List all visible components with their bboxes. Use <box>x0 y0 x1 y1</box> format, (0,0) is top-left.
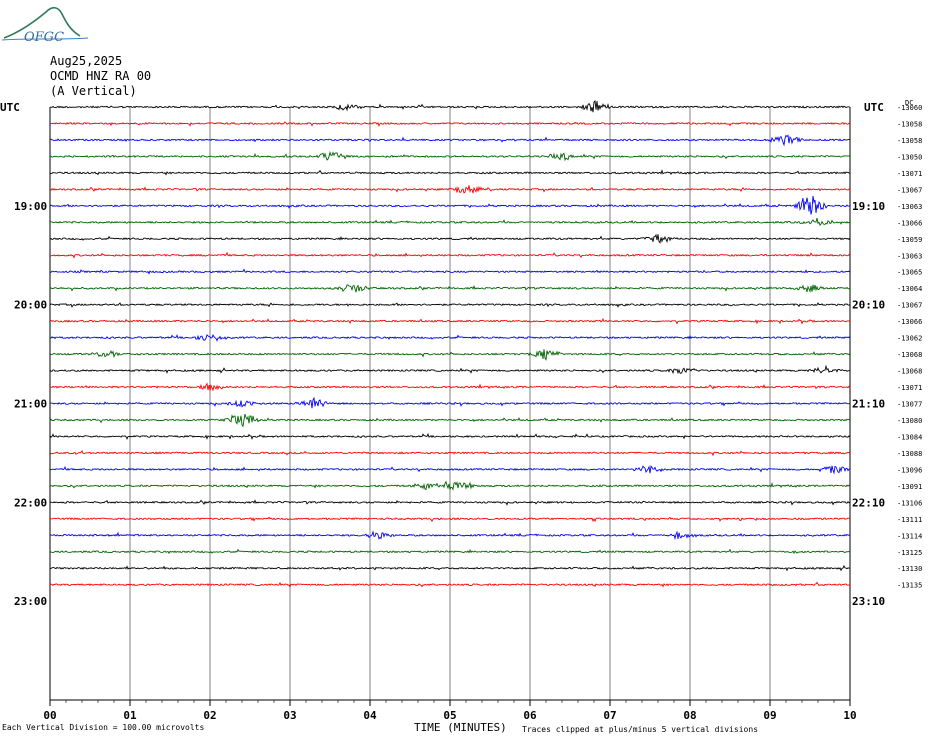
trace-offset-label: -13068 <box>897 368 922 376</box>
trace-offset-label: -13080 <box>897 417 922 425</box>
trace-line <box>49 480 851 491</box>
trace-line <box>50 100 851 113</box>
left-time-label: 20:00 <box>14 299 47 312</box>
trace-line <box>49 150 850 162</box>
trace-offset-label: -13071 <box>897 170 922 178</box>
trace-offset-label: -13063 <box>897 203 922 211</box>
trace-offset-label: -13068 <box>897 351 922 359</box>
x-axis-title: TIME (MINUTES) <box>414 721 507 734</box>
x-tick-label: 06 <box>523 709 537 722</box>
x-tick-label: 01 <box>123 709 137 722</box>
trace-line <box>49 465 851 475</box>
left-time-label: 19:00 <box>14 200 47 213</box>
trace-offset-label: -13111 <box>897 516 922 524</box>
right-utc-label: UTC <box>864 101 884 114</box>
ofgc-logo: OFGC <box>1 6 89 45</box>
trace-line <box>49 499 851 506</box>
trace-offset-label: -13130 <box>897 565 922 573</box>
logo-text: OFGC <box>24 30 64 45</box>
trace-line <box>49 251 851 259</box>
trace-line <box>49 284 851 293</box>
x-tick-label: 02 <box>203 709 216 722</box>
label-group: 00 01 02 03 04 05 06 07 08 09 10 -13060 -13058 -13058… <box>0 99 922 722</box>
corner-tag: DC <box>905 99 913 107</box>
trace-offset-label: -13059 <box>897 236 922 244</box>
trace-offset-label: -13058 <box>897 120 922 128</box>
trace-offset-label: -13050 <box>897 153 922 161</box>
trace-line <box>49 195 851 215</box>
x-tick-label: 03 <box>283 709 296 722</box>
trace-line <box>49 121 851 127</box>
left-time-label: 22:00 <box>14 496 47 509</box>
trace-line <box>49 581 851 588</box>
component-label: (A Vertical) <box>50 84 137 98</box>
trace-line <box>49 530 851 541</box>
trace-line <box>49 432 851 440</box>
trace-line <box>49 318 850 325</box>
left-utc-label: UTC <box>0 101 20 114</box>
trace-offset-label: -13125 <box>897 549 922 557</box>
trace-line <box>50 382 851 392</box>
trace-line <box>49 450 851 457</box>
trace-line <box>49 185 851 194</box>
x-tick-label: 04 <box>363 709 377 722</box>
trace-offset-label: -13077 <box>897 401 922 409</box>
trace-offset-label: -13067 <box>897 302 922 310</box>
trace-offset-label: -13062 <box>897 335 922 343</box>
trace-line <box>49 396 851 409</box>
trace-line <box>49 516 850 523</box>
right-time-label: 23:10 <box>852 595 885 608</box>
right-time-label: 20:10 <box>852 299 885 312</box>
trace-offset-label: -13065 <box>897 269 922 277</box>
right-time-label: 22:10 <box>852 496 885 509</box>
trace-line <box>49 548 851 555</box>
trace-line <box>49 413 850 428</box>
trace-offset-label: -13058 <box>897 137 922 145</box>
x-tick-label: 09 <box>763 709 776 722</box>
trace-offset-label: -13114 <box>897 532 922 540</box>
right-time-label: 21:10 <box>852 398 885 411</box>
trace-offset-label: -13067 <box>897 186 922 194</box>
trace-line <box>49 217 851 226</box>
trace-offset-label: -13135 <box>897 582 922 590</box>
trace-offset-label: -13096 <box>897 466 922 474</box>
trace-offset-label: -13064 <box>897 285 922 293</box>
x-tick-label: 05 <box>443 709 456 722</box>
trace-line <box>49 268 851 275</box>
scale-note: Each Vertical Division = 100.00 microvol… <box>2 723 205 732</box>
date-label: Aug25,2025 <box>50 54 123 68</box>
trace-offset-label: -13063 <box>897 252 922 260</box>
trace-offset-label: -13071 <box>897 384 922 392</box>
trace-offset-label: -13088 <box>897 450 922 458</box>
trace-line <box>49 134 851 147</box>
trace-line <box>49 364 851 375</box>
x-tick-label: 10 <box>843 709 856 722</box>
trace-offset-label: -13066 <box>897 318 922 326</box>
clip-note: Traces clipped at plus/minus 5 vertical … <box>522 725 759 734</box>
x-tick-label: 08 <box>683 709 696 722</box>
plot-grid <box>49 107 851 706</box>
trace-line <box>49 233 851 244</box>
trace-group <box>49 100 851 588</box>
trace-offset-label: -13106 <box>897 499 922 507</box>
left-time-label: 23:00 <box>14 595 47 608</box>
trace-offset-label: -13084 <box>897 433 922 441</box>
right-time-label: 19:10 <box>852 200 885 213</box>
trace-line <box>49 349 851 361</box>
station-label: OCMD HNZ RA 00 <box>50 69 152 83</box>
left-time-label: 21:00 <box>14 398 47 411</box>
trace-line <box>49 169 851 176</box>
trace-offset-label: -13066 <box>897 219 922 227</box>
trace-offset-label: -13060 <box>897 104 922 112</box>
trace-offset-label: -13091 <box>897 483 922 491</box>
trace-line <box>49 564 851 572</box>
trace-line <box>49 333 851 342</box>
trace-line <box>49 302 851 308</box>
x-tick-label: 00 <box>43 709 56 722</box>
x-tick-label: 07 <box>603 709 616 722</box>
